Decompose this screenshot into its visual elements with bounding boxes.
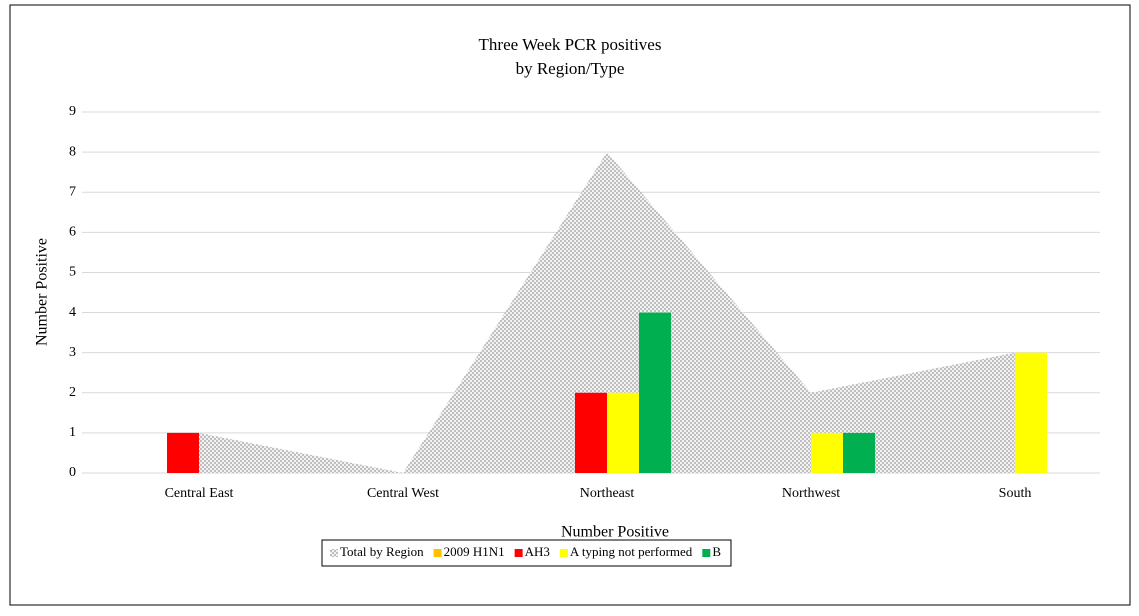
legend-swatch xyxy=(559,549,568,557)
y-axis-label: Number Positive xyxy=(34,238,51,346)
y-tick-label: 3 xyxy=(69,345,76,360)
y-tick-label: 0 xyxy=(69,465,76,480)
legend-label: B xyxy=(712,544,721,559)
legend-label: 2009 H1N1 xyxy=(444,544,505,559)
y-tick-label: 9 xyxy=(69,104,76,119)
plot-area: 0 1 2 3 4 5 6 7 8 9 Central East Central West Northe… xyxy=(69,104,1100,501)
legend-box xyxy=(321,539,732,567)
y-tick-label: 6 xyxy=(69,225,76,240)
bar xyxy=(607,392,639,473)
bar xyxy=(811,432,843,473)
legend: Total by Region 2009 H1N1 AH3 A typing not … xyxy=(321,539,732,567)
y-tick-label: 8 xyxy=(69,144,76,159)
y-tick-label: 7 xyxy=(69,184,76,199)
bar xyxy=(1015,352,1047,473)
y-tick-label: 4 xyxy=(69,305,76,320)
x-tick-label: South xyxy=(999,486,1032,501)
chart-title: Three Week PCR positives xyxy=(479,35,662,54)
legend-swatch xyxy=(330,549,338,557)
bar xyxy=(639,312,671,473)
x-tick-label: Central East xyxy=(165,486,234,501)
legend-label: AH3 xyxy=(525,544,550,559)
x-axis-label: Number Positive xyxy=(561,524,669,541)
area xyxy=(199,152,1015,473)
y-tick-label: 2 xyxy=(69,385,76,400)
x-tick-label: Northwest xyxy=(782,486,840,501)
legend-label: Total by Region xyxy=(340,544,424,559)
legend-swatch xyxy=(514,549,523,557)
legend-label: A typing not performed xyxy=(570,544,693,559)
y-tick-label: 5 xyxy=(69,265,76,280)
x-tick-label: Central West xyxy=(367,486,439,501)
bar xyxy=(575,392,607,473)
y-tick-label: 1 xyxy=(69,425,76,440)
chart-subtitle: by Region/Type xyxy=(516,59,625,78)
legend-swatch xyxy=(702,549,711,557)
bar xyxy=(167,432,199,473)
legend-swatch xyxy=(433,549,442,557)
x-tick-label: Northeast xyxy=(580,486,635,501)
bar xyxy=(843,432,875,473)
